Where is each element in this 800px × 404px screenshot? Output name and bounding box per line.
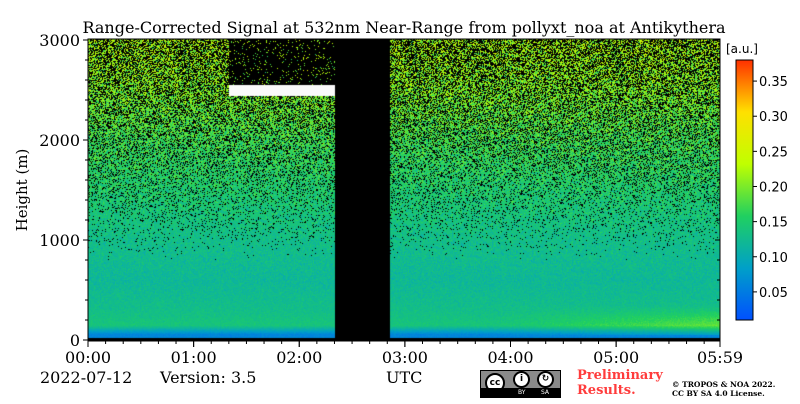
x-tick-label: 05:59 xyxy=(697,348,743,367)
share-alike-icon: ↻ xyxy=(537,371,554,388)
cc-sa-label: SA xyxy=(541,389,550,396)
plot-area xyxy=(87,38,721,342)
y-tick-label: 0 xyxy=(70,331,80,350)
colorbar: [a.u.] 0.05 0.10 0.15 0.20 0.25 0.30 0.35 xyxy=(726,42,788,321)
x-axis-label: UTC xyxy=(386,368,423,387)
cc-by-label: BY xyxy=(518,389,526,396)
x-tick-label: 03:00 xyxy=(382,348,428,367)
colorbar-label: [a.u.] xyxy=(726,42,758,56)
colorbar-tick-label: 0.05 xyxy=(759,286,788,301)
colorbar-tick-label: 0.35 xyxy=(759,75,788,90)
colorbar-tick-label: 0.20 xyxy=(759,180,788,195)
colorbar-tick-label: 0.30 xyxy=(759,110,788,125)
version-label: Version: 3.5 xyxy=(160,368,257,387)
x-tick-label: 00:00 xyxy=(65,348,111,367)
copyright-line2: CC BY SA 4.0 License. xyxy=(672,389,765,398)
cc-badge-bar xyxy=(481,388,560,397)
colorbar-tick-label: 0.10 xyxy=(759,251,788,266)
x-tick-label: 04:00 xyxy=(487,348,533,367)
x-axis: 00:00 01:00 02:00 03:00 04:00 05:00 05:59 xyxy=(65,341,743,367)
y-tick-label: 2000 xyxy=(39,131,80,150)
y-axis: 0 1000 2000 3000 xyxy=(39,31,720,350)
y-tick-label: 1000 xyxy=(39,231,80,250)
x-tick-label: 02:00 xyxy=(276,348,322,367)
x-tick-label: 05:00 xyxy=(593,348,639,367)
colorbar-tick-label: 0.25 xyxy=(759,145,788,160)
preliminary-line2: Results. xyxy=(577,383,636,398)
y-tick-label: 3000 xyxy=(39,31,80,50)
colorbar-tick-label: 0.15 xyxy=(759,216,788,231)
y-axis-label: Height (m) xyxy=(13,149,31,232)
copyright-line1: © TROPOS & NOA 2022. xyxy=(672,380,776,389)
x-tick-label: 01:00 xyxy=(171,348,217,367)
heatmap-image xyxy=(88,39,720,341)
preliminary-line1: Preliminary xyxy=(577,368,663,383)
cc-license-badge[interactable]: cc i ↻ BY SA xyxy=(480,370,561,398)
colorbar-scale xyxy=(735,59,754,321)
attribution-icon: i xyxy=(513,371,530,388)
copyright-notice: © TROPOS & NOA 2022. CC BY SA 4.0 Licens… xyxy=(672,380,775,398)
chart-title: Range-Corrected Signal at 532nm Near-Ran… xyxy=(82,18,726,37)
date-label: 2022-07-12 xyxy=(40,368,133,387)
plot-frame xyxy=(87,38,721,342)
preliminary-notice: Preliminary Results. xyxy=(577,368,663,398)
